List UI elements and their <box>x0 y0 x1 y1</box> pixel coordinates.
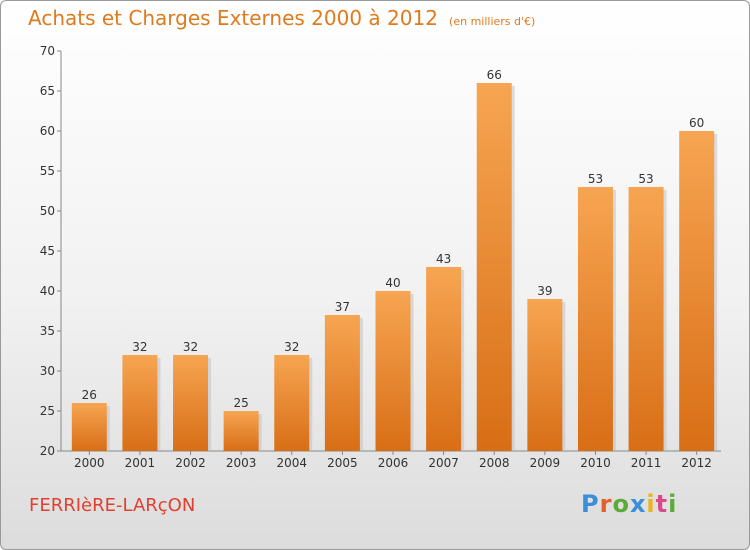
chart-unit: (en milliers d'€) <box>449 15 536 28</box>
bar <box>324 315 360 451</box>
x-tick-label: 2012 <box>681 456 712 470</box>
bar <box>527 299 563 451</box>
y-tick-label: 30 <box>40 364 55 378</box>
y-tick-label: 45 <box>40 244 55 258</box>
data-label: 60 <box>689 116 704 130</box>
x-tick-label: 2011 <box>631 456 662 470</box>
y-tick-label: 65 <box>40 84 55 98</box>
bar <box>173 355 209 451</box>
bar <box>577 187 613 451</box>
data-label: 43 <box>436 252 451 266</box>
commune-name: FERRIèRE-LARçON <box>29 495 196 516</box>
bar <box>628 187 664 451</box>
data-label: 37 <box>335 300 350 314</box>
brand-letter: x <box>629 490 647 518</box>
bars <box>71 83 718 451</box>
brand-letter: o <box>612 490 630 518</box>
data-label: 32 <box>284 340 299 354</box>
brand-letter: i <box>646 490 656 518</box>
title-row: Achats et Charges Externes 2000 à 2012 (… <box>28 6 535 30</box>
y-tick-label: 20 <box>40 444 55 458</box>
data-label: 26 <box>82 388 97 402</box>
x-tick-label: 2004 <box>276 456 307 470</box>
data-label: 25 <box>234 396 249 410</box>
data-label: 53 <box>588 172 603 186</box>
brand-letter: P <box>581 490 600 518</box>
axes: 20 25 30 35 40 45 50 55 60 65 70 2000 2001 2002 2003 20… <box>40 44 721 470</box>
x-tick-label: 2003 <box>226 456 257 470</box>
data-label: 66 <box>487 68 502 82</box>
bar <box>476 83 512 451</box>
x-tick-label: 2005 <box>327 456 358 470</box>
data-labels: 26 32 32 25 32 37 40 43 66 39 53 53 60 <box>82 68 705 410</box>
y-tick-label: 40 <box>40 284 55 298</box>
bar <box>679 131 715 451</box>
y-tick-label: 60 <box>40 124 55 138</box>
bar <box>426 267 462 451</box>
y-tick-label: 50 <box>40 204 55 218</box>
x-tick-label: 2010 <box>580 456 611 470</box>
x-tick-label: 2007 <box>428 456 459 470</box>
x-tick-label: 2002 <box>175 456 206 470</box>
brand-letter: r <box>599 490 613 518</box>
data-label: 39 <box>537 284 552 298</box>
chart-title: Achats et Charges Externes 2000 à 2012 <box>28 6 438 30</box>
bar <box>375 291 411 451</box>
bar <box>71 403 107 451</box>
x-tick-label: 2001 <box>125 456 156 470</box>
brand-logo: Proxiti <box>581 490 677 518</box>
data-label: 32 <box>132 340 147 354</box>
bar <box>274 355 310 451</box>
bar <box>223 411 259 451</box>
y-tick-label: 55 <box>40 164 55 178</box>
y-tick-label: 70 <box>40 44 55 58</box>
data-label: 53 <box>638 172 653 186</box>
y-tick-label: 35 <box>40 324 55 338</box>
x-tick-label: 2000 <box>74 456 105 470</box>
x-tick-label: 2006 <box>378 456 409 470</box>
data-label: 32 <box>183 340 198 354</box>
brand-letter: i <box>668 490 678 518</box>
brand-letter: t <box>655 490 669 518</box>
bar <box>122 355 158 451</box>
data-label: 40 <box>385 276 400 290</box>
x-tick-label: 2009 <box>530 456 561 470</box>
x-tick-label: 2008 <box>479 456 510 470</box>
y-tick-label: 25 <box>40 404 55 418</box>
